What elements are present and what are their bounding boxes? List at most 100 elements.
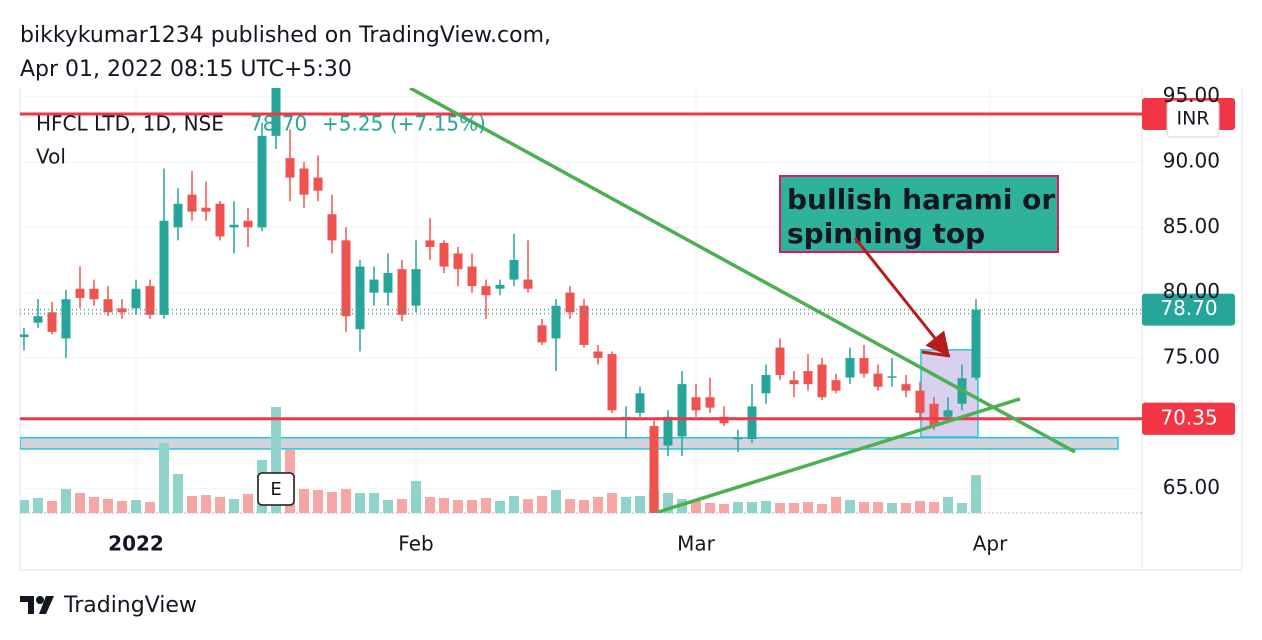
candle-body [215, 203, 225, 237]
volume-bar [803, 502, 814, 513]
y-tick-label: 85.00 [1163, 214, 1220, 238]
volume-bar [383, 500, 394, 513]
symbol-title: HFCL LTD, 1D, NSE [36, 112, 224, 136]
publish-date: Apr 01, 2022 08:15 UTC+5:30 [20, 57, 352, 82]
candle-body [173, 203, 183, 228]
candle-body [593, 351, 603, 359]
volume-bar [453, 500, 464, 513]
volume-bar [215, 497, 226, 513]
volume-bar [929, 502, 940, 513]
candle-body [369, 279, 379, 293]
brand: TradingView [63, 593, 197, 618]
volume-bar [551, 490, 562, 513]
volume-bar [663, 493, 674, 513]
volume-bar [495, 501, 506, 513]
candle-body [971, 309, 981, 378]
quote-close: 78.70 [250, 112, 307, 136]
candle-body [705, 397, 715, 408]
volume-bar [761, 501, 772, 513]
candle-body [579, 305, 589, 345]
candle-body [313, 177, 323, 191]
volume-bar [593, 497, 604, 513]
volume-bar [537, 496, 548, 513]
volume-bar [187, 496, 198, 513]
price-label-box [1142, 402, 1235, 435]
candle-body [733, 437, 743, 440]
candle-body [789, 380, 799, 385]
candle-body [509, 259, 519, 280]
annotation-arrow-base [921, 350, 951, 358]
candle-body [327, 214, 337, 241]
volume-bar [159, 443, 170, 513]
candle-body [257, 135, 267, 228]
annotation-box [779, 175, 1059, 253]
y-tick-label: 80.00 [1163, 279, 1220, 303]
candle-body [551, 305, 561, 339]
volume-bar [131, 500, 142, 513]
volume-bar [859, 502, 870, 513]
candle-body [425, 240, 435, 247]
plot-area [20, 88, 1142, 513]
candle-body [803, 371, 813, 385]
volume-bar [915, 501, 926, 513]
candle-body [61, 299, 71, 339]
volume-bar [145, 502, 156, 513]
y-tick-label: 90.00 [1163, 148, 1220, 172]
candle-body [873, 373, 883, 387]
volume-bar [327, 492, 338, 513]
volume-bar [75, 493, 86, 513]
event-label: E [270, 479, 281, 500]
volume-bar [971, 475, 982, 513]
volume-bar [635, 496, 646, 513]
candle-body [397, 269, 407, 315]
volume-bar [411, 481, 422, 513]
volume-bar [20, 500, 30, 513]
volume-bar [621, 497, 632, 513]
volume-bar [901, 503, 912, 513]
candle-body [831, 380, 841, 391]
candle-body [761, 374, 771, 394]
candle-body [201, 207, 211, 212]
candle-body [845, 358, 855, 378]
candle-body [341, 240, 351, 317]
volume-bar [299, 489, 310, 513]
candle-body [775, 347, 785, 375]
candle-body [495, 284, 505, 289]
volume-bar [439, 498, 450, 513]
candle-body [411, 269, 421, 306]
x-tick-label: Apr [973, 532, 1008, 556]
volume-bar [243, 494, 254, 513]
candle-body [187, 194, 197, 212]
candle-body [901, 384, 911, 391]
volume-bar [481, 498, 492, 513]
candle-body [75, 288, 85, 298]
y-tick-label: 75.00 [1163, 345, 1220, 369]
volume-bar [509, 496, 520, 513]
currency-box [1166, 100, 1220, 138]
trendline [654, 397, 1021, 513]
x-tick-label: Mar [677, 532, 716, 556]
candle-body [159, 220, 169, 315]
candle-body [649, 425, 659, 513]
volume-bar [789, 503, 800, 513]
volume-bar [341, 489, 352, 513]
candle-body [439, 242, 449, 267]
y-tick-label: 95.00 [1163, 83, 1220, 107]
volume-bar [47, 501, 58, 513]
candle-body [859, 358, 869, 374]
candle-body [229, 224, 239, 228]
volume-bar [579, 500, 590, 513]
zone [20, 436, 1119, 450]
candle-body [299, 168, 309, 195]
volume-bar [355, 493, 366, 513]
volume-bar [831, 497, 842, 513]
price-label: 70.35 [1160, 405, 1217, 429]
candle-body [677, 384, 687, 437]
volume-bar [817, 504, 828, 513]
price-label: 78.70 [1160, 296, 1217, 320]
price-label-box [1142, 293, 1235, 326]
candle-body [887, 376, 897, 378]
volume-bar [775, 503, 786, 513]
volume-bar [369, 493, 380, 513]
